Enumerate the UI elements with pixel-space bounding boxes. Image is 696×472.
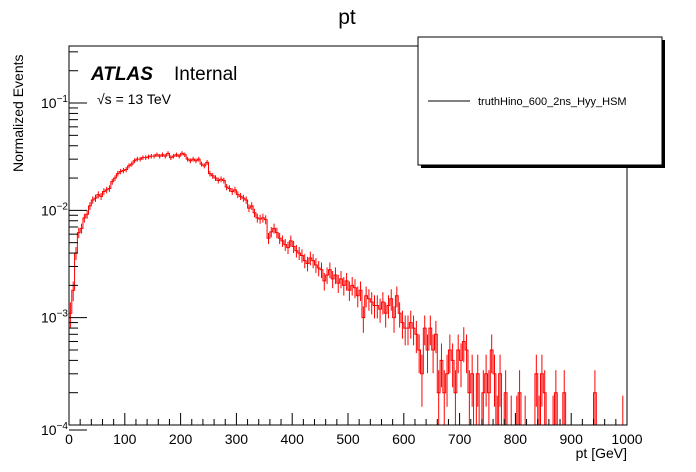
- x-tick-label: 500: [336, 431, 360, 447]
- histogram-line: [69, 152, 597, 425]
- energy-label: √s = 13 TeV: [97, 91, 172, 107]
- x-tick-label: 400: [281, 431, 305, 447]
- y-tick-label: 10−3: [41, 309, 68, 326]
- y-axis-label: Normalized Events: [10, 55, 26, 173]
- chart-title: pt: [338, 6, 356, 29]
- y-tick-label: 10−2: [41, 201, 68, 218]
- internal-label: Internal: [174, 64, 237, 85]
- x-tick-label: 1000: [611, 431, 642, 447]
- histogram-bins: [69, 151, 624, 425]
- legend: truthHino_600_2ns_Hyy_HSM: [417, 36, 665, 168]
- axes: 0 100 200 300 400 500 600 700 800 900 1000 10−4 10−3…: [41, 51, 643, 447]
- x-tick-label: 0: [65, 431, 73, 447]
- x-tick-label: 300: [225, 431, 249, 447]
- y-tick-label: 10−1: [41, 94, 68, 111]
- x-axis-label: pt [GeV]: [576, 445, 627, 461]
- x-tick-label: 800: [504, 431, 528, 447]
- x-tick-label: 200: [169, 431, 193, 447]
- atlas-label: ATLAS: [90, 64, 153, 85]
- x-tick-label: 900: [560, 431, 584, 447]
- x-tick-label: 600: [392, 431, 416, 447]
- legend-entry: truthHino_600_2ns_Hyy_HSM: [478, 96, 627, 108]
- y-tick-label: 10−4: [41, 421, 68, 438]
- x-tick-label: 100: [113, 431, 137, 447]
- x-tick-label: 700: [448, 431, 472, 447]
- histogram-series: [69, 151, 624, 425]
